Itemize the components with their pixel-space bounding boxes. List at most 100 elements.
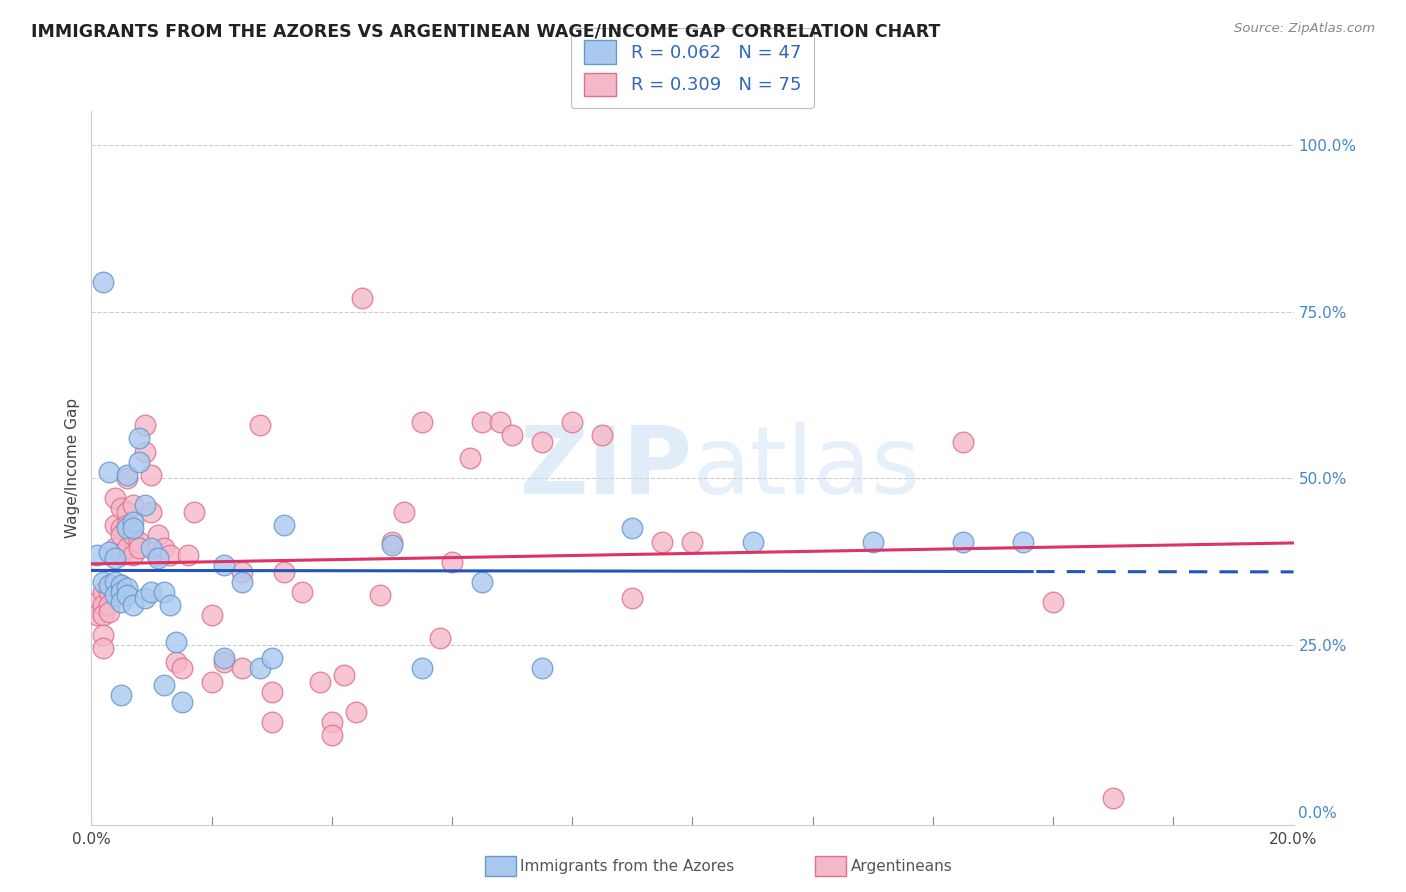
Point [159, 548, 181, 562]
Point [134, 417, 156, 432]
Point [122, 528, 145, 542]
Point [344, 705, 367, 719]
Point [110, 584, 132, 599]
Point [368, 588, 391, 602]
Point [621, 591, 644, 606]
Point [741, 534, 763, 549]
Point [122, 548, 145, 562]
Point [260, 684, 283, 698]
Text: Immigrants from the Azores: Immigrants from the Azores [520, 859, 734, 873]
Point [165, 634, 187, 648]
Point [93, 275, 115, 289]
Point [98, 605, 121, 619]
Point [122, 515, 145, 529]
Point [321, 728, 343, 742]
Point [98, 578, 121, 592]
Point [273, 565, 295, 579]
Point [86, 595, 108, 609]
Point [122, 598, 145, 612]
Point [93, 628, 115, 642]
Point [117, 505, 139, 519]
Point [489, 415, 512, 429]
Text: IMMIGRANTS FROM THE AZORES VS ARGENTINEAN WAGE/INCOME GAP CORRELATION CHART: IMMIGRANTS FROM THE AZORES VS ARGENTINEA… [31, 22, 941, 40]
Point [1042, 595, 1064, 609]
Point [117, 518, 139, 533]
Point [104, 551, 127, 566]
Point [93, 607, 115, 622]
Point [273, 518, 295, 533]
Point [146, 551, 169, 566]
Point [86, 607, 108, 622]
Point [249, 661, 271, 675]
Point [146, 548, 169, 562]
Point [110, 578, 132, 592]
Legend: R = 0.062   N = 47, R = 0.309   N = 75: R = 0.062 N = 47, R = 0.309 N = 75 [571, 28, 814, 109]
Point [98, 465, 121, 479]
Point [98, 578, 121, 592]
Point [110, 501, 132, 516]
Point [291, 584, 314, 599]
Point [104, 541, 127, 556]
Point [249, 417, 271, 432]
Point [170, 695, 193, 709]
Point [531, 434, 554, 449]
Point [212, 655, 235, 669]
Text: atlas: atlas [692, 422, 921, 515]
Point [333, 668, 356, 682]
Point [1102, 791, 1125, 805]
Point [651, 534, 673, 549]
Point [212, 558, 235, 572]
Point [471, 415, 494, 429]
Point [128, 431, 150, 445]
Point [117, 582, 139, 596]
Text: ZIP: ZIP [520, 422, 692, 515]
Point [159, 598, 181, 612]
Point [122, 521, 145, 535]
Point [260, 714, 283, 729]
Point [381, 534, 404, 549]
Point [165, 655, 187, 669]
Point [429, 632, 451, 646]
Point [117, 467, 139, 482]
Point [170, 661, 193, 675]
Point [621, 521, 644, 535]
Point [128, 541, 150, 556]
Point [952, 534, 974, 549]
Point [381, 538, 404, 552]
Point [458, 451, 481, 466]
Point [110, 578, 132, 592]
Point [862, 534, 884, 549]
Point [231, 661, 253, 675]
Point [134, 498, 156, 512]
Point [561, 415, 583, 429]
Point [308, 674, 330, 689]
Point [128, 455, 150, 469]
Point [141, 505, 163, 519]
Point [110, 688, 132, 702]
Point [231, 565, 253, 579]
Text: Argentineans: Argentineans [851, 859, 952, 873]
Point [681, 534, 703, 549]
Text: Source: ZipAtlas.com: Source: ZipAtlas.com [1234, 22, 1375, 36]
Point [231, 574, 253, 589]
Point [201, 674, 224, 689]
Point [110, 528, 132, 542]
Point [531, 661, 554, 675]
Point [98, 584, 121, 599]
Point [411, 661, 433, 675]
Point [93, 598, 115, 612]
Point [104, 518, 127, 533]
Point [392, 505, 415, 519]
Point [98, 544, 121, 558]
Point [104, 491, 127, 506]
Point [952, 434, 974, 449]
Point [183, 505, 205, 519]
Point [134, 591, 156, 606]
Point [104, 588, 127, 602]
Point [86, 548, 108, 562]
Point [350, 291, 373, 305]
Point [117, 588, 139, 602]
Point [128, 534, 150, 549]
Point [141, 541, 163, 556]
Point [110, 595, 132, 609]
